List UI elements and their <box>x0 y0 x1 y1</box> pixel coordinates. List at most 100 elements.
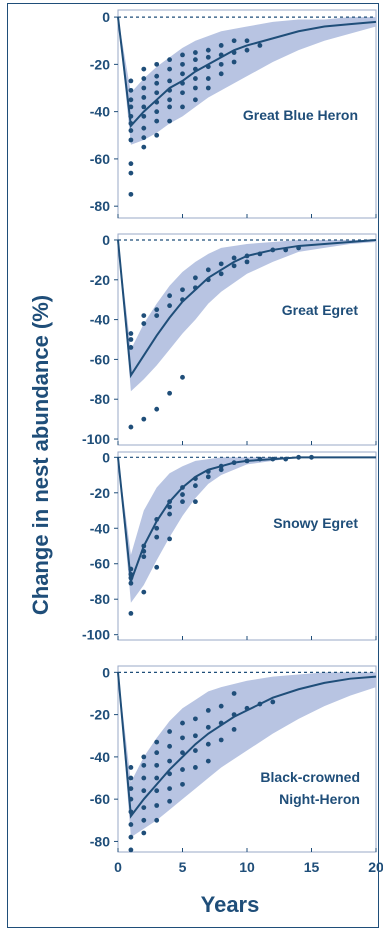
x-tick-label: 10 <box>239 859 255 875</box>
y-tick-label: -60 <box>90 151 110 167</box>
panel-2: 0 -20 -40 -60 -80 -100 Great Egret <box>82 232 377 447</box>
panel-species-label: Night-Heron <box>279 791 360 807</box>
data-point <box>231 263 237 269</box>
data-point <box>180 750 185 756</box>
data-point <box>193 499 198 505</box>
data-point <box>167 293 173 299</box>
data-point <box>167 798 173 804</box>
data-point <box>141 85 147 91</box>
data-point <box>193 748 198 753</box>
data-point <box>167 786 173 791</box>
data-point <box>180 90 185 96</box>
data-point <box>180 104 185 110</box>
y-tick-label: -80 <box>90 198 110 214</box>
data-point <box>205 758 211 764</box>
data-point <box>218 271 224 277</box>
data-point <box>205 54 211 60</box>
panel-species-label: Snowy Egret <box>273 515 358 531</box>
data-point <box>128 97 134 103</box>
data-point <box>141 144 147 150</box>
y-tick-label: -60 <box>90 556 110 572</box>
data-point <box>218 703 224 709</box>
data-point <box>154 564 160 570</box>
data-point <box>128 580 134 586</box>
data-point <box>154 739 160 745</box>
data-point <box>141 416 147 422</box>
x-tick-label: 20 <box>368 859 383 875</box>
y-tick-label: -40 <box>90 312 110 328</box>
data-point <box>128 87 134 93</box>
data-point <box>167 104 173 110</box>
figure-frame <box>7 3 379 928</box>
panel-1: 0 -20 -40 -60 -80 Great Blue Heron <box>90 9 377 219</box>
data-point <box>128 78 134 84</box>
x-tick-label: 5 <box>179 859 187 875</box>
y-tick-label: -100 <box>82 627 110 643</box>
confidence-band <box>118 239 376 392</box>
data-point <box>180 287 185 293</box>
data-point <box>141 589 147 595</box>
data-point <box>141 76 147 81</box>
data-point <box>154 80 160 86</box>
data-point <box>180 499 185 505</box>
data-point <box>218 43 224 48</box>
data-point <box>128 765 134 770</box>
data-point <box>180 767 185 772</box>
y-tick-label: -60 <box>90 791 110 807</box>
y-tick-label: -100 <box>82 431 110 447</box>
data-point <box>244 47 250 53</box>
y-tick-label: -20 <box>90 272 110 288</box>
data-point <box>128 137 134 143</box>
data-point <box>231 38 237 44</box>
fitted-curve <box>117 456 376 582</box>
data-point <box>180 720 185 726</box>
data-point <box>270 699 276 705</box>
data-point <box>128 786 134 791</box>
data-point <box>180 492 185 497</box>
data-point <box>154 132 160 138</box>
data-point <box>154 750 160 756</box>
data-point <box>154 61 160 67</box>
data-point <box>180 71 185 77</box>
data-point <box>154 73 160 79</box>
data-point <box>193 76 198 81</box>
data-point <box>141 104 147 110</box>
data-point <box>205 85 211 91</box>
data-point <box>167 743 173 749</box>
data-point <box>218 467 224 473</box>
data-point <box>141 554 147 560</box>
confidence-band <box>118 17 376 145</box>
y-tick-label: -80 <box>90 391 110 407</box>
data-point <box>154 775 160 781</box>
data-point <box>154 525 160 531</box>
data-point <box>128 345 134 350</box>
y-tick-label: -80 <box>90 833 110 849</box>
data-point <box>128 847 134 853</box>
y-tick-label: -20 <box>90 56 110 72</box>
data-point <box>231 255 237 261</box>
data-point <box>231 691 237 696</box>
panel-4: 0 -20 -40 -60 -80 Black-crowned Night-Heron <box>90 664 377 853</box>
data-point <box>167 504 173 510</box>
data-point <box>180 781 185 787</box>
data-point <box>128 775 134 781</box>
data-point <box>141 135 147 141</box>
data-point <box>218 261 224 267</box>
data-point <box>154 313 160 319</box>
data-point <box>128 128 134 133</box>
data-point <box>154 406 160 412</box>
data-point <box>141 754 147 760</box>
data-point <box>180 374 185 380</box>
data-point <box>218 71 224 77</box>
y-tick-label: -20 <box>90 707 110 723</box>
fitted-curve <box>117 672 377 819</box>
data-point <box>154 118 160 124</box>
data-point <box>218 61 224 67</box>
data-point <box>244 38 250 44</box>
panels: 0 -20 -40 -60 -80 Great Blue Heron 0 -20 -40 -60 -… <box>82 9 383 875</box>
y-tick-label: -20 <box>90 485 110 501</box>
data-point <box>205 741 211 747</box>
data-point <box>141 775 147 781</box>
x-tick-label: 0 <box>114 859 122 875</box>
